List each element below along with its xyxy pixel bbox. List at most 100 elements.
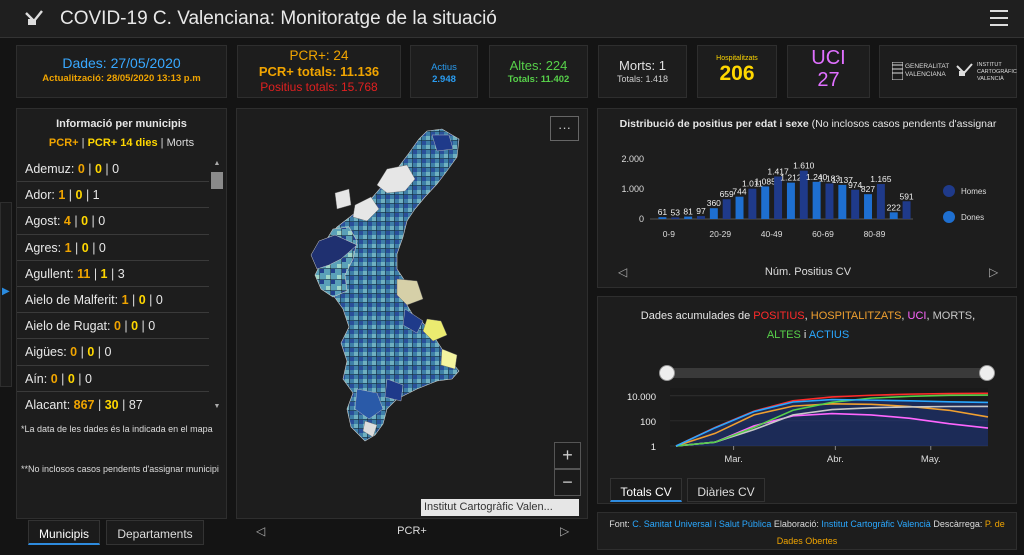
municipi-morts: 3 <box>117 266 125 281</box>
age-bar <box>774 176 783 219</box>
zoom-in-button[interactable]: + <box>554 442 581 469</box>
sep: | <box>128 292 139 307</box>
uci-value: 27 <box>817 69 840 91</box>
municipi-row[interactable]: Ademuz: 0 | 0 | 0 <box>17 156 209 183</box>
municipi-row[interactable]: Agost: 4 | 0 | 0 <box>17 208 209 235</box>
municipi-row[interactable]: Aín: 0 | 0 | 0 <box>17 366 209 392</box>
age-bar <box>735 196 744 219</box>
bar-value-label: 81 <box>683 207 693 217</box>
gva-logo-text: GENERALITAT VALENCIANA <box>905 63 950 78</box>
pcr-total: PCR+ totals: 11.136 <box>258 64 380 79</box>
sep: | <box>101 162 113 176</box>
municipi-name: Agullent: <box>25 266 78 281</box>
kpi-dades: Dades: 27/05/2020 Actualització: 28/05/2… <box>16 45 227 98</box>
municipalities-map[interactable] <box>237 109 588 519</box>
municipi-name: Agres: <box>25 240 65 255</box>
age-bar <box>825 183 834 219</box>
age-nav-label: Núm. Positius CV <box>764 266 852 278</box>
municipi-pcr: 11 <box>77 266 91 281</box>
age-chart-heading: Distribució de positius per edat i sexe … <box>598 118 1018 130</box>
bar-value-label: 222 <box>887 202 901 212</box>
hamburger-menu-icon[interactable] <box>990 10 1008 26</box>
note-2: **No inclosos casos pendents d'assignar … <box>21 464 219 474</box>
bar-value-label: 1.011 <box>742 179 763 189</box>
kpi-altes: Altes: 224 Totals: 11.402 <box>489 45 588 98</box>
scroll-thumb[interactable] <box>211 172 223 189</box>
range-slider-left-handle[interactable] <box>659 365 675 381</box>
bar-value-label: 61 <box>658 207 668 217</box>
elaboration-link[interactable]: Institut Cartogràfic Valencià <box>821 519 931 529</box>
y-tick-label: 100 <box>640 417 656 428</box>
age-bar <box>761 186 770 219</box>
pcr-daily: PCR+: 24 <box>289 48 349 63</box>
municipi-pcr14: 0 <box>67 371 75 386</box>
municipi-pcr14: 0 <box>81 240 89 255</box>
sep: | <box>74 371 86 386</box>
municipi-row[interactable]: Alacant: 867 | 30 | 87 <box>17 392 209 411</box>
map-menu-button[interactable]: ··· <box>550 116 579 141</box>
expand-arrow-icon[interactable]: ▶ <box>2 286 10 297</box>
age-bar <box>684 216 693 219</box>
sep: | <box>77 345 88 360</box>
sep: | <box>138 319 149 334</box>
sep: | <box>84 162 95 176</box>
tab-departaments[interactable]: Departaments <box>106 520 204 545</box>
y-tick-label: 1 <box>651 442 656 453</box>
download-link[interactable]: P. de Dades Obertes <box>776 519 1005 546</box>
municipi-row[interactable]: Agres: 1 | 0 | 0 <box>17 235 209 261</box>
actius-label: Actius <box>431 62 457 73</box>
zoom-out-button[interactable]: − <box>554 469 581 496</box>
range-slider-right-handle[interactable] <box>979 365 995 381</box>
municipi-row[interactable]: Aigües: 0 | 0 | 0 <box>17 339 209 366</box>
source-footer: Font: C. Sanitat Universal i Salut Públi… <box>597 512 1017 550</box>
age-prev-icon[interactable]: ◁ <box>618 265 628 279</box>
municipis-list[interactable]: Ademuz: 0 | 0 | 0 Ador: 1 | 0 | 1 Agost: 4… <box>17 156 209 411</box>
age-bar <box>658 217 667 219</box>
scroll-down-icon[interactable]: ▼ <box>213 403 221 410</box>
tab-municipis[interactable]: Municipis <box>28 520 100 545</box>
range-slider-track[interactable] <box>668 368 988 378</box>
series-line-hospitalitzats <box>675 402 989 447</box>
municipi-row[interactable]: Aielo de Rugat: 0 | 0 | 0 <box>17 313 209 340</box>
age-bar <box>722 199 731 219</box>
sep: | <box>88 214 99 229</box>
age-bar <box>812 181 821 219</box>
age-bar <box>799 170 808 219</box>
tab-totals-cv[interactable]: Totals CV <box>610 478 682 502</box>
uci-label: UCI <box>811 47 846 69</box>
x-tick-label: 40-49 <box>761 229 783 239</box>
age-bar <box>709 208 718 219</box>
tab-diaries-cv[interactable]: Diàries CV <box>687 478 765 502</box>
hosp-label: Hospitalitzats <box>716 55 758 62</box>
y-tick-label: 10.000 <box>627 392 656 403</box>
municipi-row[interactable]: Agullent: 11 | 1 | 3 <box>17 261 209 287</box>
x-tick-label: 20-29 <box>709 229 731 239</box>
municipi-row[interactable]: Aielo de Malferit: 1 | 0 | 0 <box>17 287 209 314</box>
bar-value-label: 1.240 <box>806 172 828 182</box>
x-tick-label: May. <box>921 454 941 465</box>
sep: | <box>65 188 76 203</box>
municipi-name: Aigües: <box>25 345 71 360</box>
map-next-icon[interactable]: ▷ <box>560 524 570 538</box>
app-header: COVID-19 C. Valenciana: Monitoratge de l… <box>0 0 1024 38</box>
bar-value-label: 1.165 <box>870 174 892 184</box>
municipis-scrollbar[interactable]: ▲ ▼ <box>210 160 224 410</box>
map-prev-icon[interactable]: ◁ <box>256 524 266 538</box>
scroll-up-icon[interactable]: ▲ <box>213 160 221 167</box>
dades-date: Dades: 27/05/2020 <box>62 55 181 71</box>
bar-value-label: 827 <box>861 184 875 194</box>
y-tick-label: 0 <box>639 214 644 224</box>
source-link[interactable]: C. Sanitat Universal i Salut Pública <box>632 519 772 529</box>
municipi-name: Aielo de Rugat: <box>25 319 114 334</box>
municipi-name: Aín: <box>25 371 51 386</box>
legend-homes: Homes <box>961 187 986 196</box>
bar-value-label: 974 <box>848 180 862 190</box>
side-toggle-tab[interactable]: ▶ <box>0 202 12 387</box>
municipi-morts: 0 <box>148 319 156 334</box>
map-attribution: Institut Cartogràfic Valen... <box>421 499 579 516</box>
age-next-icon[interactable]: ▷ <box>989 265 999 279</box>
municipis-legend: PCR+ | PCR+ 14 dies | Morts <box>48 137 195 149</box>
municipi-row[interactable]: Ador: 1 | 0 | 1 <box>17 182 209 209</box>
cumulative-line-chart: 1 100 10.000 Mar. Abr. May. <box>627 388 989 465</box>
y-tick-label: 2.000 <box>621 154 644 164</box>
